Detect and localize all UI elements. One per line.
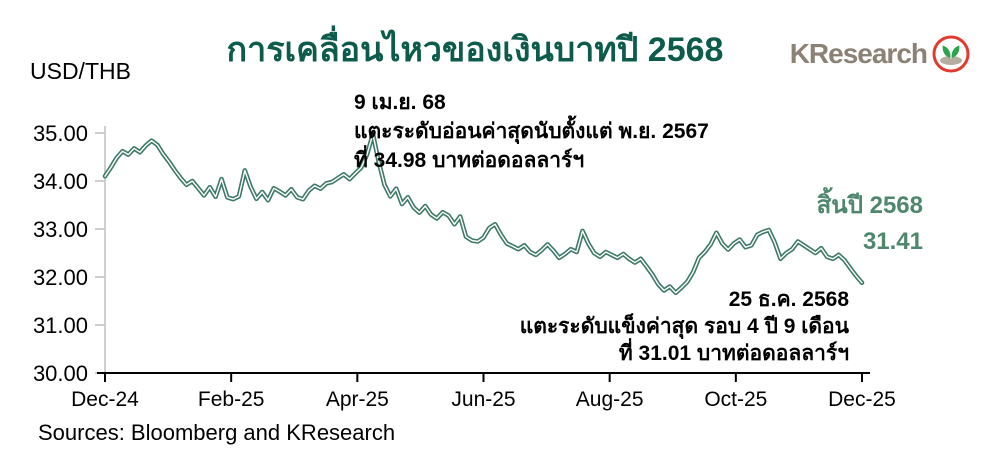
y-axis-tick-label: 30.00 <box>33 361 88 386</box>
annotation-year-end: สิ้นปี 2568 31.41 <box>817 188 923 260</box>
x-axis-tick-label: Oct-25 <box>704 388 767 411</box>
y-axis-unit-label: USD/THB <box>30 58 131 84</box>
annotation-year-end-label: สิ้นปี 2568 <box>816 192 923 219</box>
annotation-weakest-value: ที่ 34.98 บาทต่อดอลลาร์ฯ <box>354 149 585 172</box>
x-axis-tick-label: Feb-25 <box>198 388 265 411</box>
kresearch-logo-text: KResearch <box>789 38 928 69</box>
y-axis-tick-label: 32.00 <box>33 265 88 290</box>
usdthb-series-line-highlight <box>104 133 863 294</box>
x-axis-tick-label: Jun-25 <box>451 388 515 411</box>
y-axis-tick-label: 33.00 <box>33 217 88 242</box>
annotation-weakest-point: 9 เม.ย. 68 แตะระดับอ่อนค่าสุดนับตั้งแต่ … <box>354 88 709 175</box>
kresearch-logo: KResearch <box>790 34 971 74</box>
x-axis-tick-label: Dec-25 <box>828 388 896 411</box>
annotation-strongest-date: 25 ธ.ค. 2568 <box>728 288 849 311</box>
x-axis-tick-label: Dec-24 <box>71 388 139 411</box>
annotation-weakest-desc: แตะระดับอ่อนค่าสุดนับตั้งแต่ พ.ย. 2567 <box>354 120 709 143</box>
annotation-weakest-date: 9 เม.ย. 68 <box>354 91 446 114</box>
x-axis-tick-label: Aug-25 <box>576 388 644 411</box>
annotation-year-end-value: 31.41 <box>862 228 923 255</box>
chart-title: การเคลื่อนไหวของเงินบาทปี 2568 <box>226 31 724 69</box>
annotation-strongest-desc: แตะระดับแข็งค่าสุด รอบ 4 ปี 9 เดือน <box>519 315 849 338</box>
sources-caption: Sources: Bloomberg and KResearch <box>38 420 396 445</box>
x-axis-tick-label: Apr-25 <box>326 388 389 411</box>
y-axis-tick-label: 31.00 <box>33 313 88 338</box>
kbank-sprout-icon <box>932 35 970 73</box>
annotation-strongest-point: 25 ธ.ค. 2568 แตะระดับแข็งค่าสุด รอบ 4 ปี… <box>520 286 849 367</box>
y-axis-tick-label: 34.00 <box>33 169 88 194</box>
y-axis-tick-label: 35.00 <box>33 121 88 146</box>
annotation-strongest-value: ที่ 31.01 บาทต่อดอลลาร์ฯ <box>618 342 849 365</box>
